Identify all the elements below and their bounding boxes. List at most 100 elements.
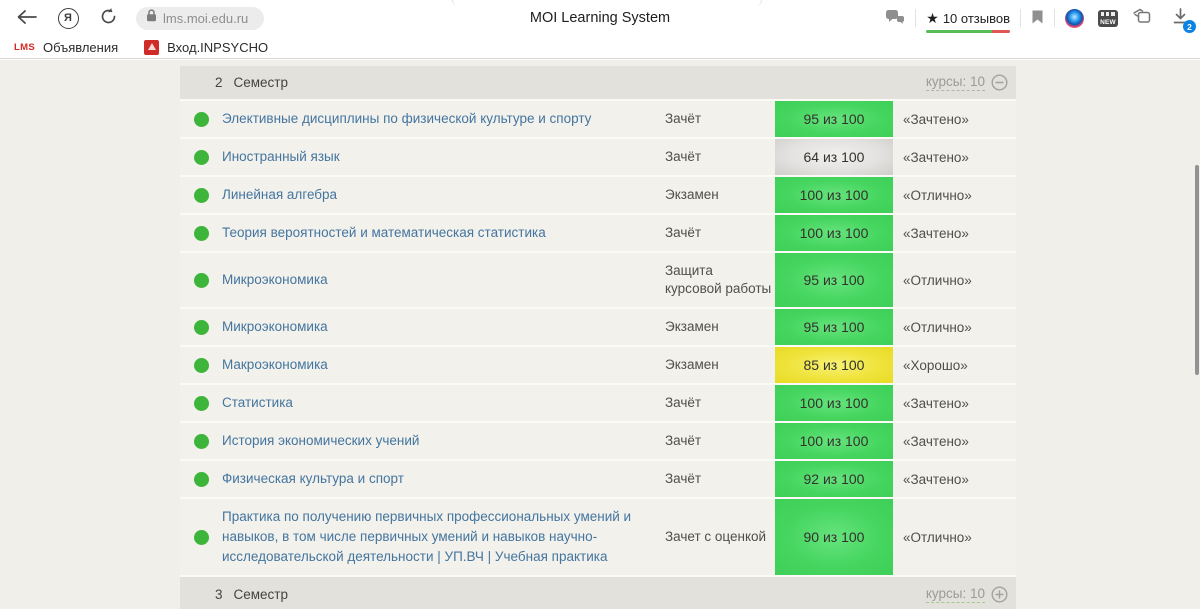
reviews-button[interactable]: ★ 10 отзывов	[926, 4, 1010, 32]
score-badge: 100 из 100	[775, 215, 893, 251]
bookmark-button[interactable]	[1031, 9, 1044, 28]
inpsycho-favicon	[144, 40, 159, 55]
grade-text: «Зачтено»	[893, 434, 1016, 449]
yandex-home-button[interactable]: Я	[56, 6, 80, 30]
rating-bar-negative	[992, 30, 1010, 33]
score-badge: 100 из 100	[775, 177, 893, 213]
browser-toolbar: Я lms.moi.edu.ru MOI Learning System ★	[0, 0, 1200, 36]
grade-text: «Отлично»	[893, 530, 1016, 545]
address-bar[interactable]: lms.moi.edu.ru	[136, 7, 264, 30]
assessment-type: Зачет с оценкой	[665, 519, 775, 555]
table-row: Микроэкономика Защита курсовой работы 95…	[180, 253, 1016, 309]
course-link[interactable]: Элективные дисциплины по физической куль…	[222, 101, 665, 137]
toolbar-divider	[1020, 9, 1021, 27]
url-text: lms.moi.edu.ru	[163, 11, 248, 26]
new-releases-icon: NEW	[1098, 10, 1118, 27]
score-badge: 92 из 100	[775, 461, 893, 497]
bookmark-flag-icon	[1031, 9, 1044, 28]
row-dot-cell	[180, 347, 222, 383]
assessment-type: Защита курсовой работы	[665, 253, 775, 307]
course-link[interactable]: Макроэкономика	[222, 347, 665, 383]
assessment-type: Экзамен	[665, 347, 775, 383]
course-status-dot-icon	[194, 150, 209, 165]
page-content: 2 Семестр курсы: 10 Элективные дисциплин…	[0, 60, 1200, 609]
course-link[interactable]: Линейная алгебра	[222, 177, 665, 213]
course-status-dot-icon	[194, 472, 209, 487]
score-badge: 100 из 100	[775, 423, 893, 459]
grade-text: «Зачтено»	[893, 226, 1016, 241]
grade-text: «Зачтено»	[893, 396, 1016, 411]
semester-title: Семестр	[234, 75, 289, 90]
course-status-dot-icon	[194, 530, 209, 545]
extension-browser-button[interactable]	[1065, 9, 1084, 28]
course-link[interactable]: Микроэкономика	[222, 309, 665, 345]
row-dot-cell	[180, 139, 222, 175]
course-status-dot-icon	[194, 112, 209, 127]
collections-icon	[1132, 8, 1152, 28]
assessment-type: Зачёт	[665, 423, 775, 459]
course-link[interactable]: Статистика	[222, 385, 665, 421]
downloads-button[interactable]: 2	[1168, 6, 1192, 30]
score-badge: 90 из 100	[775, 499, 893, 575]
table-row: Макроэкономика Экзамен 85 из 100 «Хорошо…	[180, 347, 1016, 385]
row-dot-cell	[180, 253, 222, 307]
extension-new-button[interactable]: NEW	[1098, 10, 1118, 27]
assessment-type: Зачёт	[665, 139, 775, 175]
course-status-dot-icon	[194, 273, 209, 288]
collections-button[interactable]	[1132, 8, 1152, 28]
lock-icon	[146, 9, 157, 27]
table-row: Микроэкономика Экзамен 95 из 100 «Отличн…	[180, 309, 1016, 347]
minus-circle-icon	[991, 74, 1008, 91]
table-row: Статистика Зачёт 100 из 100 «Зачтено»	[180, 385, 1016, 423]
plus-circle-icon	[991, 586, 1008, 603]
course-link[interactable]: Иностранный язык	[222, 139, 665, 175]
row-dot-cell	[180, 461, 222, 497]
course-link[interactable]: Практика по получению первичных професси…	[222, 499, 665, 575]
table-row: Линейная алгебра Экзамен 100 из 100 «Отл…	[180, 177, 1016, 215]
bookmarks-bar: LMS Объявления Вход.INPSYCHO	[0, 36, 1200, 59]
score-badge: 100 из 100	[775, 385, 893, 421]
assessment-type: Зачёт	[665, 215, 775, 251]
bookmark-item-lms[interactable]: LMS Объявления	[14, 40, 118, 55]
grade-text: «Зачтено»	[893, 150, 1016, 165]
toolbar-divider	[915, 9, 916, 27]
course-link[interactable]: Теория вероятностей и математическая ста…	[222, 215, 665, 251]
grade-text: «Зачтено»	[893, 472, 1016, 487]
back-button[interactable]	[14, 5, 40, 31]
row-dot-cell	[180, 177, 222, 213]
semester-grades-table: 2 Семестр курсы: 10 Элективные дисциплин…	[180, 66, 1016, 609]
collapse-semester-button[interactable]: курсы: 10	[926, 74, 1008, 91]
grade-text: «Хорошо»	[893, 358, 1016, 373]
rating-bar-positive	[926, 30, 991, 33]
course-status-dot-icon	[194, 434, 209, 449]
page-title: MOI Learning System	[530, 10, 670, 26]
reviews-count: 10 отзывов	[943, 11, 1010, 26]
courses-count-link: курсы: 10	[926, 586, 985, 603]
course-link[interactable]: Физическая культура и спорт	[222, 461, 665, 497]
courses-count-link: курсы: 10	[926, 74, 985, 91]
course-status-dot-icon	[194, 358, 209, 373]
semester-2-header: 2 Семестр курсы: 10	[180, 66, 1016, 101]
score-badge: 95 из 100	[775, 253, 893, 307]
lms-favicon: LMS	[14, 42, 35, 53]
tab-curve-left	[452, 0, 462, 6]
bookmark-label: Вход.INPSYCHO	[167, 40, 268, 55]
bookmark-item-inpsycho[interactable]: Вход.INPSYCHO	[144, 40, 268, 55]
table-row: Элективные дисциплины по физической куль…	[180, 101, 1016, 139]
back-arrow-icon	[16, 9, 38, 28]
chat-icon	[885, 8, 905, 29]
assessment-type: Экзамен	[665, 177, 775, 213]
semester-3-header: 3 Семестр курсы: 10	[180, 577, 1016, 609]
chat-button[interactable]	[885, 8, 905, 29]
table-row: Физическая культура и спорт Зачёт 92 из …	[180, 461, 1016, 499]
course-link[interactable]: История экономических учений	[222, 423, 665, 459]
grade-text: «Зачтено»	[893, 112, 1016, 127]
refresh-icon	[99, 7, 118, 29]
course-link[interactable]: Микроэкономика	[222, 262, 665, 298]
score-badge: 95 из 100	[775, 309, 893, 345]
browser-window: Я lms.moi.edu.ru MOI Learning System ★	[0, 0, 1200, 609]
vertical-scrollbar-thumb[interactable]	[1195, 165, 1199, 375]
refresh-button[interactable]	[96, 6, 120, 30]
tab-curve-right	[752, 0, 762, 6]
expand-semester-button[interactable]: курсы: 10	[926, 586, 1008, 603]
